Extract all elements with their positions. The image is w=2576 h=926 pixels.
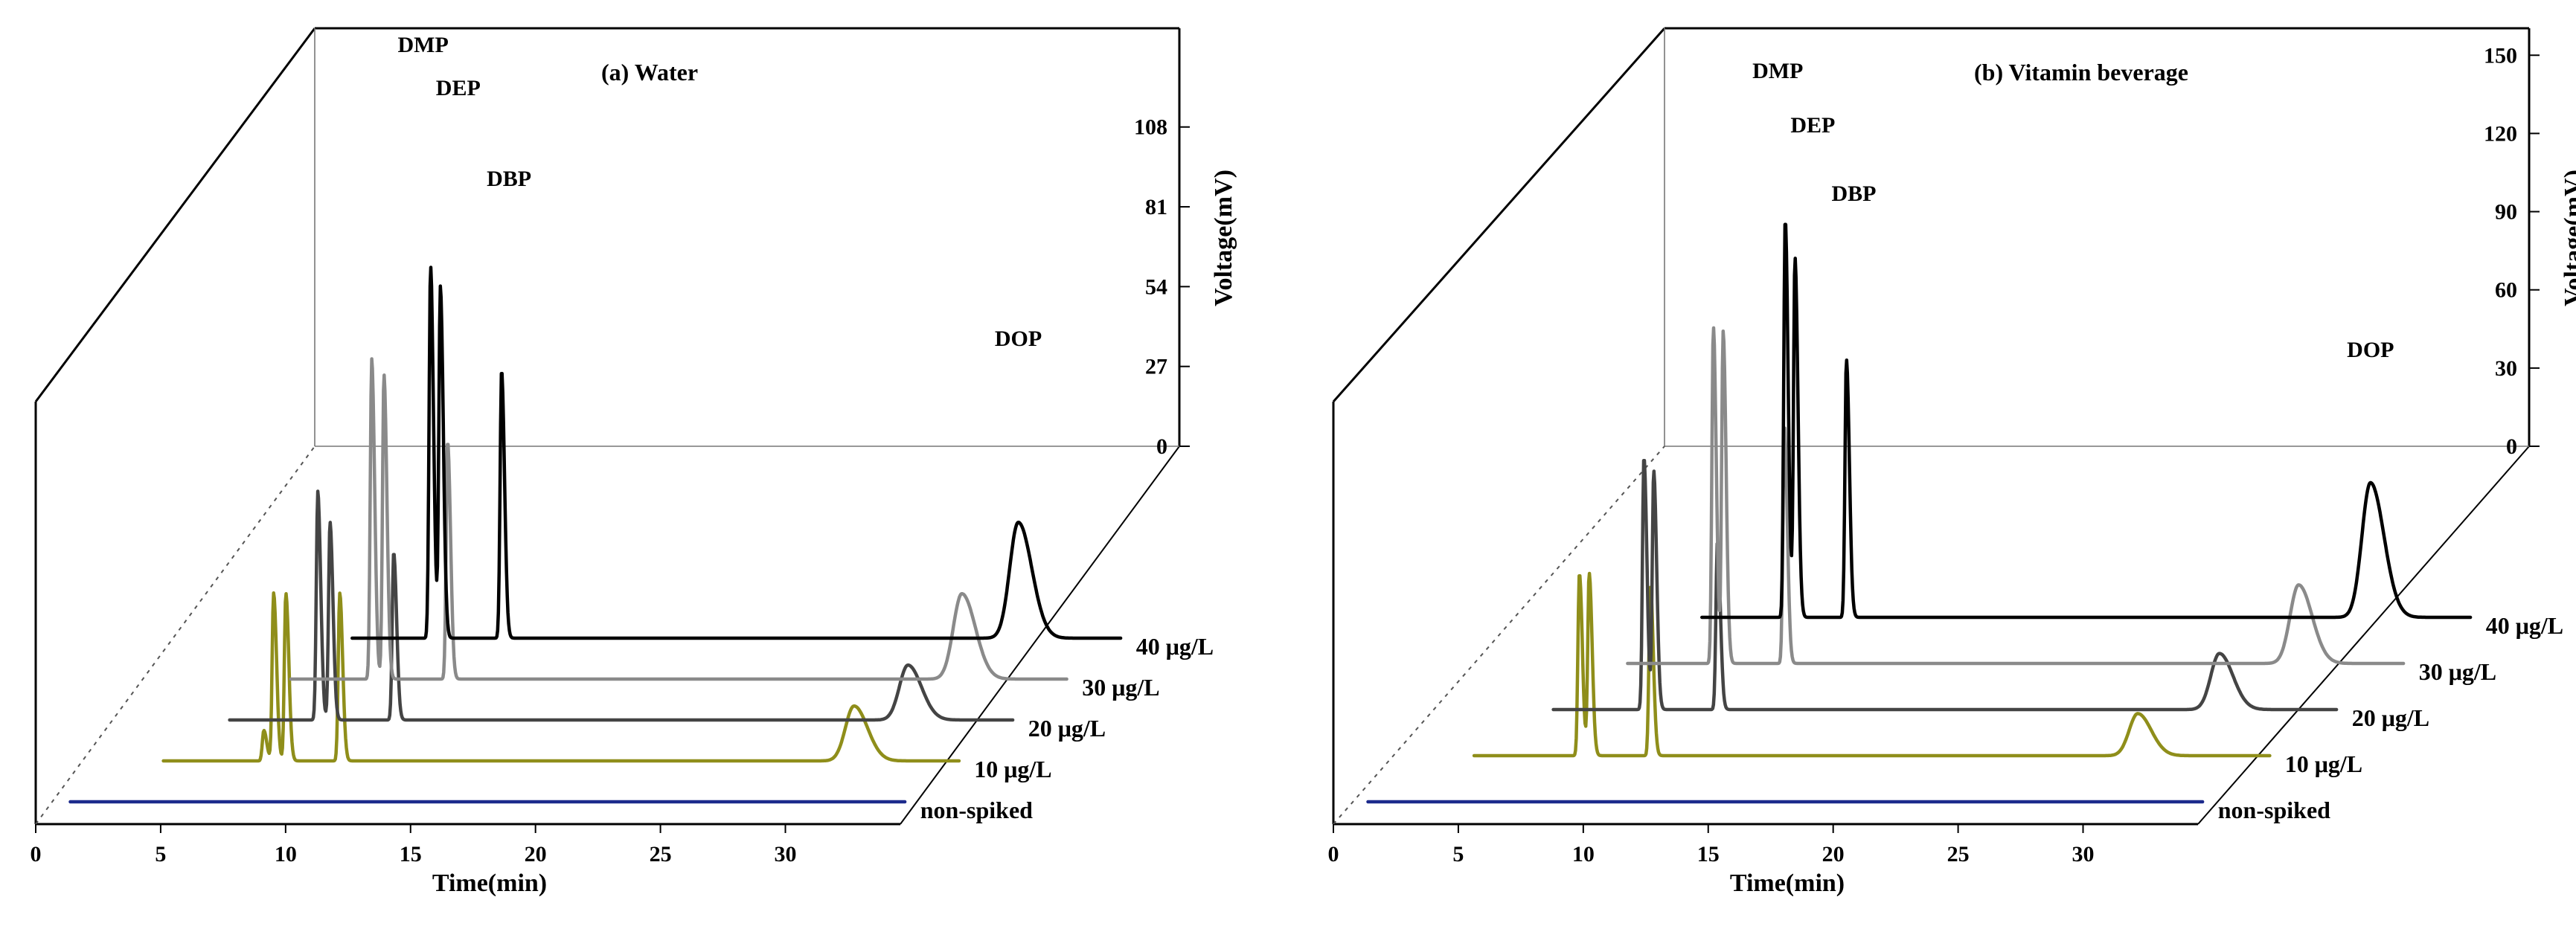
series-label-4: 40 μg/L	[2486, 612, 2563, 639]
x-tick-label-25: 25	[650, 842, 672, 866]
trace-10--g-l	[1472, 571, 2272, 758]
top-left-depth-edge	[34, 28, 316, 402]
x-tick-label-20: 20	[525, 842, 547, 866]
y-tick-label-0: 0	[2506, 434, 2517, 459]
y-axis-title: Voltage(mV)	[1210, 170, 1237, 306]
peak-label-dbp: DBP	[487, 167, 531, 191]
series-label-1: 10 μg/L	[2285, 750, 2362, 777]
x-tick-label-5: 5	[1452, 842, 1464, 866]
y-tick-label-120: 120	[2484, 121, 2517, 146]
y-tick-label-0: 0	[1156, 434, 1167, 459]
series-label-2: 20 μg/L	[1028, 715, 1106, 742]
chart-panel-water: 0 5 10 15 20 25 30 Time(min) 0 27 54 81 108 Voltage(m…	[31, 27, 1237, 897]
trace-40--g-l	[350, 266, 1123, 640]
y-tick-label-27: 27	[1145, 355, 1167, 379]
trace-20--g-l	[1551, 458, 2339, 712]
series-label-0: non-spiked	[920, 797, 1033, 823]
peak-label-dbp: DBP	[1832, 181, 1877, 206]
y-tick-label-81: 81	[1145, 195, 1167, 219]
peak-label-dmp: DMP	[1752, 59, 1803, 83]
floor-depth-guide	[1333, 446, 1665, 825]
y-tick-label-108: 108	[1134, 115, 1167, 140]
trace-20--g-l	[228, 489, 1015, 722]
trace-10--g-l	[161, 591, 961, 763]
peak-label-dep: DEP	[1790, 113, 1835, 138]
y-tick-label-90: 90	[2495, 200, 2517, 225]
x-tick-label-0: 0	[31, 842, 42, 866]
x-tick-label-5: 5	[155, 842, 166, 866]
front-right-depth-edge	[2197, 446, 2530, 825]
x-tick-label-10: 10	[1572, 842, 1595, 866]
x-tick-label-30: 30	[775, 842, 797, 866]
top-left-depth-edge	[1332, 28, 1666, 402]
x-tick-label-15: 15	[400, 842, 422, 866]
y-tick-label-60: 60	[2495, 278, 2517, 303]
y-tick-label-150: 150	[2484, 43, 2517, 68]
peak-label-dop: DOP	[995, 327, 1042, 351]
y-axis-title: Voltage(mV)	[2560, 170, 2576, 306]
x-axis-title: Time(min)	[432, 869, 547, 897]
x-axis-title: Time(min)	[1730, 869, 1845, 897]
x-tick-label-20: 20	[1822, 842, 1845, 866]
chart-panel-vitamin-beverage: 0 5 10 15 20 25 30 Time(min) 0 30 60 90 120 150 Voltag…	[1328, 27, 2576, 897]
y-tick-label-54: 54	[1145, 274, 1167, 299]
x-tick-label-25: 25	[1947, 842, 1970, 866]
y-tick-label-30: 30	[2495, 356, 2517, 381]
peak-label-dop: DOP	[2347, 338, 2394, 362]
chart-title: (a) Water	[601, 59, 698, 86]
chart-title: (b) Vitamin beverage	[1974, 59, 2188, 86]
x-tick-label-30: 30	[2072, 842, 2095, 866]
floor-depth-guide	[35, 446, 315, 825]
trace-40--g-l	[1700, 222, 2473, 620]
series-label-4: 40 μg/L	[1136, 633, 1214, 660]
series-label-3: 30 μg/L	[2419, 658, 2496, 685]
x-tick-label-15: 15	[1697, 842, 1720, 866]
series-label-1: 10 μg/L	[974, 756, 1051, 782]
peak-label-dep: DEP	[436, 76, 481, 100]
x-tick-label-0: 0	[1328, 842, 1339, 866]
trace-30--g-l	[289, 357, 1068, 681]
trace-30--g-l	[1626, 326, 2406, 666]
x-tick-label-10: 10	[275, 842, 297, 866]
series-label-3: 30 μg/L	[1082, 674, 1159, 701]
peak-label-dmp: DMP	[397, 33, 448, 57]
series-label-0: non-spiked	[2218, 797, 2330, 823]
series-label-2: 20 μg/L	[2352, 704, 2429, 731]
